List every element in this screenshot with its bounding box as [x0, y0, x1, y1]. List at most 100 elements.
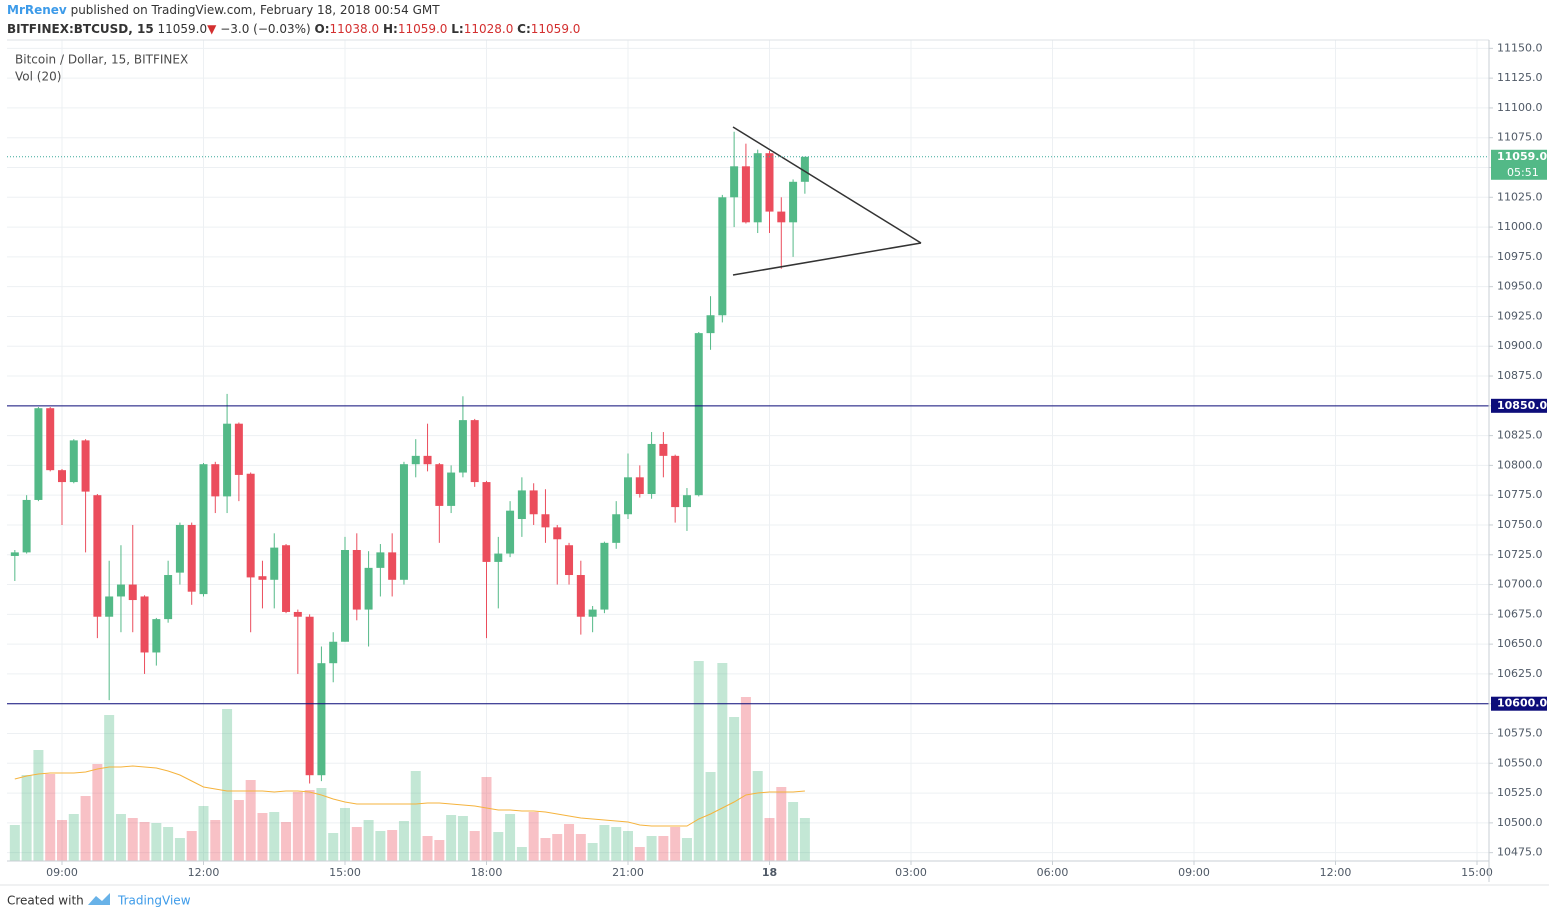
- x-tick-label: 12:00: [1320, 866, 1352, 879]
- volume-bar: [163, 827, 174, 861]
- volume-bar: [658, 836, 669, 861]
- volume-bar: [245, 780, 256, 861]
- symbol: BITFINEX:BTCUSD, 15: [7, 22, 154, 36]
- volume-bar: [398, 821, 409, 861]
- y-tick-label: 10650.0: [1497, 637, 1543, 650]
- candle-body: [305, 616, 314, 776]
- y-tick-label: 10925.0: [1497, 309, 1543, 322]
- y-tick-label: 10700.0: [1497, 578, 1543, 591]
- volume-bar: [446, 815, 457, 861]
- y-tick-label: 11150.0: [1497, 41, 1543, 54]
- volume-bar: [516, 847, 527, 861]
- candle-body: [211, 464, 220, 497]
- volume-bar: [717, 663, 728, 861]
- volume-bar: [174, 838, 185, 861]
- volume-bar: [481, 777, 492, 861]
- arrow: ▼: [207, 22, 217, 36]
- candle-body: [234, 423, 243, 475]
- volume-bar: [57, 820, 67, 861]
- y-tick-label: 10525.0: [1497, 786, 1543, 799]
- y-tick-label: 11100.0: [1497, 101, 1543, 114]
- y-tick-label: 10875.0: [1497, 369, 1543, 382]
- volume-bar: [528, 812, 539, 861]
- candle-body: [506, 510, 515, 554]
- volume-bar: [611, 827, 622, 861]
- last-price-label: 11059.0: [1497, 150, 1547, 163]
- x-tick-label: 12:00: [188, 866, 220, 879]
- volume-bar: [45, 774, 56, 861]
- volume-bar: [328, 833, 339, 861]
- candle-body: [435, 464, 444, 506]
- candle-body: [282, 545, 291, 612]
- candle-body: [152, 619, 161, 653]
- volume-bar: [740, 697, 751, 861]
- change: −3.0 (−0.03%): [220, 22, 311, 36]
- volume-bar: [198, 806, 209, 861]
- y-tick-label: 11075.0: [1497, 131, 1543, 144]
- volume-bar: [410, 771, 421, 861]
- x-tick-label: 09:00: [46, 866, 78, 879]
- volume-bar: [80, 796, 91, 861]
- legend-title: Bitcoin / Dollar, 15, BITFINEX: [15, 53, 188, 67]
- y-tick-label: 11000.0: [1497, 220, 1543, 233]
- y-tick-label: 10500.0: [1497, 816, 1543, 829]
- volume-bar: [623, 831, 633, 861]
- last-price-box: [1491, 149, 1547, 180]
- candle-body: [223, 423, 232, 497]
- candle-body: [612, 514, 621, 543]
- y-tick-label: 10475.0: [1497, 846, 1543, 859]
- volume-bar: [351, 827, 362, 861]
- candle-body: [270, 547, 279, 580]
- footer-brand[interactable]: TradingView: [117, 894, 191, 908]
- volume-bar: [493, 832, 504, 861]
- y-tick-label: 10975.0: [1497, 250, 1543, 263]
- volume-bar: [340, 808, 350, 861]
- o: 11038.0: [329, 22, 380, 36]
- volume-bar: [729, 717, 740, 861]
- candle-body: [116, 584, 125, 597]
- y-tick-label: 10750.0: [1497, 518, 1543, 531]
- volume-bar: [387, 830, 398, 861]
- candles: [10, 131, 809, 784]
- candle-body: [553, 527, 562, 540]
- volume-bar: [646, 836, 657, 861]
- volume-bar: [540, 838, 551, 861]
- volume-bar: [304, 790, 315, 861]
- published: published on TradingView.com, February 1…: [70, 3, 440, 17]
- candle-body: [576, 575, 585, 617]
- volume-bar: [776, 787, 787, 861]
- volume-bar: [151, 823, 162, 861]
- price: 11059.0: [157, 22, 208, 36]
- candle-body: [352, 549, 361, 610]
- candle-body: [458, 420, 467, 473]
- candle-body: [624, 477, 632, 515]
- volume-bar: [564, 824, 575, 861]
- candle-body: [600, 542, 609, 610]
- volume-bar: [92, 764, 103, 861]
- volume-bar: [599, 825, 610, 861]
- volume-bar: [9, 825, 20, 861]
- legend-volume: Vol (20): [15, 70, 61, 84]
- price-label-box: [1491, 696, 1547, 711]
- y-tick-label: 10825.0: [1497, 429, 1543, 442]
- author[interactable]: MrRenev: [7, 3, 67, 17]
- candle-body: [376, 552, 385, 568]
- volume-bar: [139, 822, 150, 861]
- candle-body: [364, 567, 373, 610]
- volume-bar: [186, 831, 197, 861]
- candle-body: [800, 156, 809, 182]
- candle-body: [388, 552, 397, 580]
- candle-body: [730, 166, 739, 198]
- candle-body: [635, 477, 644, 494]
- candle-body: [541, 514, 550, 528]
- candle-body: [694, 333, 703, 496]
- volume-bar: [21, 775, 32, 861]
- candle-body: [565, 545, 574, 576]
- h-label: H:: [382, 22, 398, 36]
- y-tick-label: 10675.0: [1497, 607, 1543, 620]
- volume-bar: [316, 788, 327, 861]
- candle-body: [482, 482, 491, 562]
- price-label: 10600.0: [1497, 697, 1547, 710]
- l: 11028.0: [463, 22, 514, 36]
- candle-body: [411, 455, 420, 465]
